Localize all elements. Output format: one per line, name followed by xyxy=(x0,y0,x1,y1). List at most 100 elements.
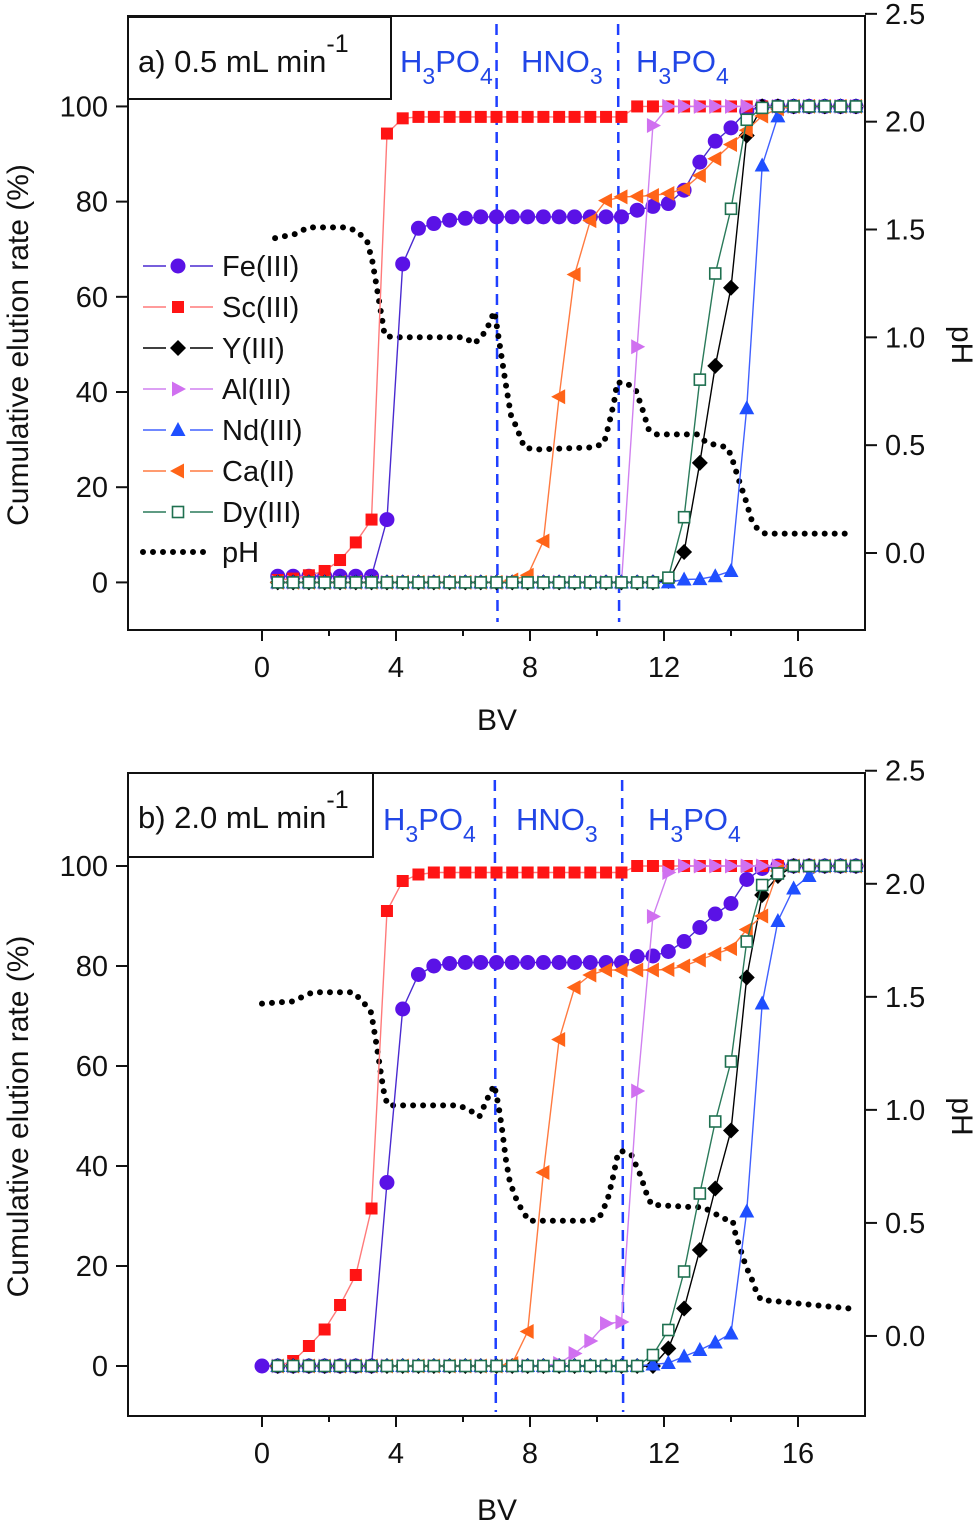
x-tick-label: 0 xyxy=(254,652,270,684)
data-point xyxy=(834,100,847,113)
legend-item: Ca(II) xyxy=(143,456,295,488)
data-point xyxy=(271,576,285,589)
series-line xyxy=(277,865,856,1367)
data-point xyxy=(395,1001,411,1017)
eluent-label-subscript: 4 xyxy=(728,821,741,847)
data-point xyxy=(723,137,737,153)
series-ndiii xyxy=(270,98,864,589)
data-point xyxy=(631,339,646,355)
series-sciii xyxy=(271,860,862,1372)
eluent-label: HNO3 xyxy=(516,802,598,847)
data-point xyxy=(410,967,426,982)
data-point xyxy=(459,110,472,123)
data-point xyxy=(583,1359,597,1373)
data-point xyxy=(598,193,613,209)
legend-item: Nd(III) xyxy=(143,415,303,447)
data-point xyxy=(506,866,519,879)
x-tick-label: 8 xyxy=(522,652,538,684)
data-point xyxy=(535,1165,550,1180)
x-tick-label: 4 xyxy=(388,652,404,684)
eluent-label: HNO3 xyxy=(521,44,603,89)
series-dyiii xyxy=(271,859,863,1373)
data-point xyxy=(631,1083,646,1099)
legend-marker xyxy=(172,301,184,313)
data-point xyxy=(630,1359,644,1373)
data-point xyxy=(599,576,613,589)
legend-marker xyxy=(170,422,186,436)
legend-label: Dy(III) xyxy=(222,497,301,529)
data-point xyxy=(691,454,708,471)
data-point xyxy=(755,101,769,115)
data-point xyxy=(600,110,613,123)
panel-title-box xyxy=(127,16,392,100)
data-point xyxy=(707,1334,723,1349)
y-right-tick-label: 1.0 xyxy=(885,322,925,354)
legend-marker xyxy=(170,340,186,356)
data-point xyxy=(412,110,425,123)
eluent-label: H3PO4 xyxy=(648,802,741,847)
data-point xyxy=(474,576,488,589)
data-point xyxy=(396,112,409,125)
data-point xyxy=(474,110,487,123)
data-point xyxy=(615,110,628,123)
data-point xyxy=(412,868,425,881)
x-tick-label: 8 xyxy=(522,1438,538,1470)
series-line xyxy=(277,105,856,581)
data-point xyxy=(537,1359,550,1373)
data-point xyxy=(678,858,693,874)
data-point xyxy=(551,209,567,225)
data-point xyxy=(443,866,456,879)
data-point xyxy=(396,1359,410,1373)
data-point xyxy=(707,946,722,962)
series-line xyxy=(277,105,856,584)
data-point xyxy=(723,896,739,911)
y-axis-title: Cumulative elution rate (%) xyxy=(2,936,35,1298)
data-point xyxy=(349,536,362,549)
data-point xyxy=(849,100,863,113)
data-point xyxy=(521,866,534,879)
eluent-divider-line xyxy=(495,23,499,623)
y-tick-label: 0 xyxy=(92,567,108,599)
legend-label: Ca(II) xyxy=(222,456,295,488)
data-point xyxy=(318,576,331,589)
data-point xyxy=(770,108,786,123)
data-point xyxy=(646,576,660,589)
data-point xyxy=(598,209,614,225)
data-point xyxy=(740,935,754,948)
data-point xyxy=(631,860,644,872)
data-point xyxy=(692,1342,708,1356)
data-point xyxy=(755,878,769,892)
data-point xyxy=(631,100,644,113)
data-point xyxy=(707,906,723,922)
y-tick-label: 60 xyxy=(76,1051,108,1083)
eluent-label-text: PO xyxy=(683,802,728,837)
data-point xyxy=(474,1359,488,1373)
x-axis-title: BV xyxy=(477,704,517,737)
panel-b: 0 4 8 12 16 0 20 40 60 80 100 0.0 0.5 1.0 1.5 2.0 2.5 BV C… xyxy=(2,756,978,1527)
data-point xyxy=(834,859,847,873)
data-point xyxy=(615,576,628,589)
series-feiii xyxy=(254,858,864,1374)
y-right-tick-label: 0.0 xyxy=(885,1321,925,1353)
legend-label: pH xyxy=(222,537,259,569)
data-point xyxy=(553,866,566,879)
data-point xyxy=(739,400,755,415)
data-point xyxy=(613,209,629,225)
data-point xyxy=(457,210,473,226)
data-point xyxy=(318,564,331,577)
series-yiii xyxy=(269,98,864,591)
series-ndiii xyxy=(270,858,864,1372)
data-point xyxy=(771,867,785,880)
y-tick-label: 100 xyxy=(60,91,108,123)
data-point xyxy=(551,389,566,405)
x-tick-label: 16 xyxy=(782,652,814,684)
x-axis-title: BV xyxy=(477,1494,517,1527)
data-point xyxy=(380,127,393,140)
data-point xyxy=(598,962,613,978)
data-point xyxy=(692,920,708,935)
legend-marker xyxy=(172,381,186,397)
data-point xyxy=(365,513,378,526)
series-line xyxy=(277,105,856,577)
data-point xyxy=(645,948,661,964)
y-tick-label: 60 xyxy=(76,282,108,314)
